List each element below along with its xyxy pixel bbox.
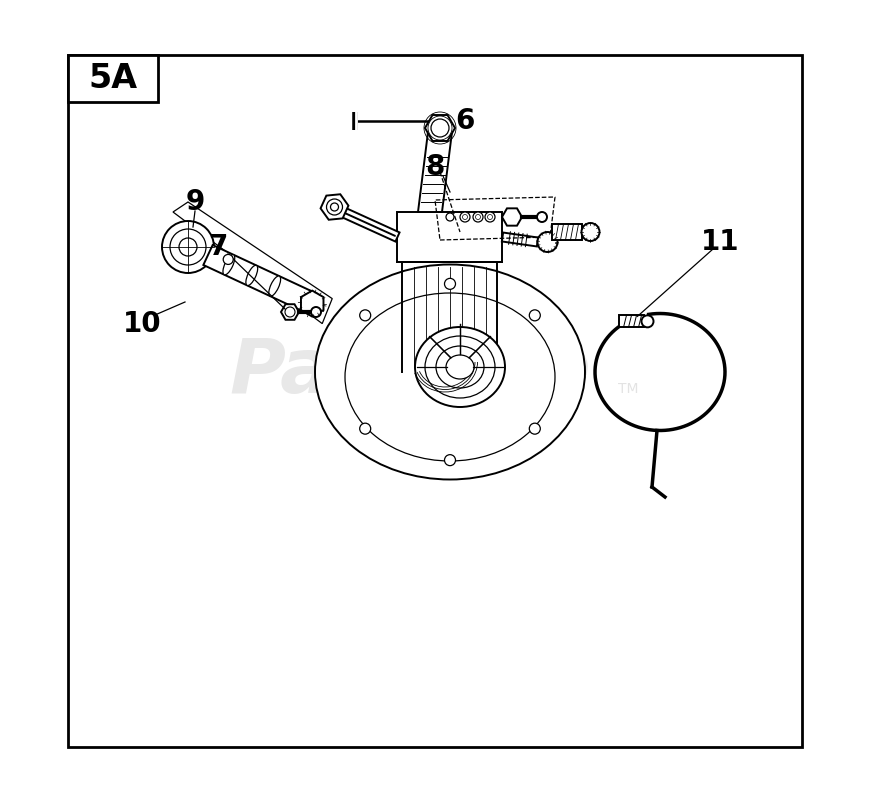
Polygon shape	[425, 115, 454, 141]
Ellipse shape	[435, 346, 483, 388]
Text: 9: 9	[185, 188, 204, 216]
Circle shape	[475, 214, 480, 220]
Circle shape	[473, 212, 482, 222]
Circle shape	[330, 203, 338, 211]
Ellipse shape	[345, 293, 554, 461]
Ellipse shape	[315, 265, 584, 480]
Circle shape	[444, 278, 455, 290]
Text: TM: TM	[617, 382, 638, 396]
Circle shape	[528, 423, 540, 434]
Circle shape	[444, 455, 455, 466]
Circle shape	[640, 315, 653, 327]
Bar	[68, 55, 801, 747]
Circle shape	[359, 423, 370, 434]
Circle shape	[162, 221, 214, 273]
Polygon shape	[281, 304, 299, 320]
Circle shape	[484, 212, 494, 222]
Text: 6: 6	[454, 107, 474, 135]
Circle shape	[446, 213, 454, 221]
Circle shape	[310, 307, 321, 317]
Text: 11: 11	[700, 228, 739, 256]
Circle shape	[285, 307, 295, 317]
Circle shape	[430, 119, 448, 137]
Ellipse shape	[425, 336, 494, 398]
Polygon shape	[320, 194, 348, 220]
Polygon shape	[501, 209, 521, 225]
Circle shape	[326, 199, 342, 215]
Circle shape	[462, 214, 467, 220]
Ellipse shape	[222, 254, 235, 275]
Polygon shape	[417, 132, 452, 212]
Circle shape	[169, 229, 206, 265]
Ellipse shape	[446, 355, 474, 379]
Ellipse shape	[415, 327, 504, 407]
Text: 8: 8	[425, 153, 444, 181]
Bar	[619, 315, 644, 327]
Bar	[552, 224, 582, 240]
Circle shape	[580, 223, 599, 241]
Circle shape	[223, 254, 233, 265]
Circle shape	[536, 212, 547, 222]
Text: 7: 7	[208, 233, 228, 261]
Ellipse shape	[246, 265, 257, 286]
Circle shape	[537, 232, 557, 252]
Text: 5A: 5A	[89, 62, 137, 95]
Polygon shape	[301, 290, 323, 317]
Circle shape	[359, 310, 370, 321]
Text: PartTree: PartTree	[229, 335, 590, 409]
Circle shape	[460, 212, 469, 222]
Circle shape	[528, 310, 540, 321]
Circle shape	[179, 238, 196, 256]
Circle shape	[487, 214, 492, 220]
Polygon shape	[501, 233, 538, 246]
Text: 10: 10	[123, 310, 161, 338]
Polygon shape	[203, 245, 316, 314]
Ellipse shape	[269, 276, 281, 296]
Bar	[68, 55, 158, 102]
Bar	[397, 212, 502, 262]
Polygon shape	[340, 208, 399, 241]
